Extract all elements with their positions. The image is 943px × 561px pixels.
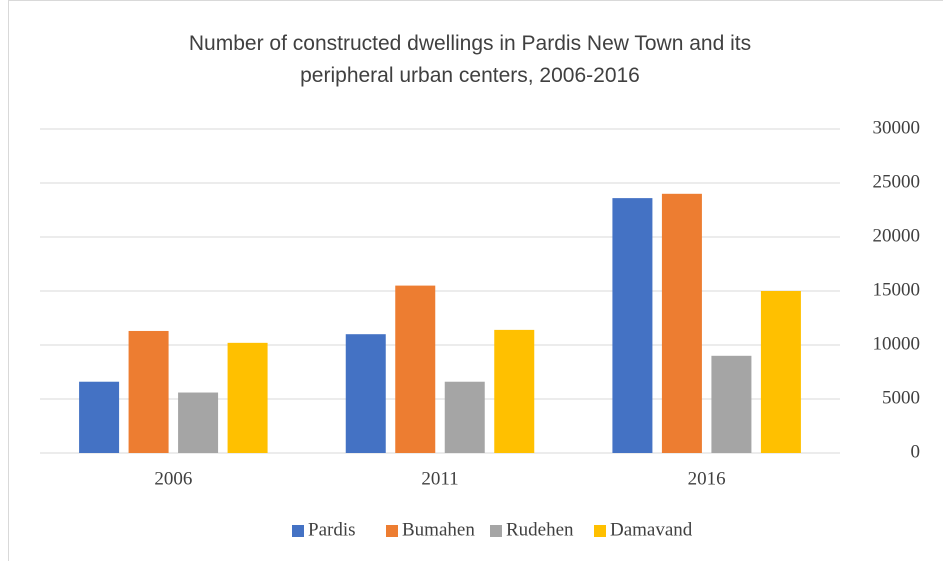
legend-swatch bbox=[292, 525, 304, 537]
bar bbox=[79, 381, 120, 453]
x-tick-label: 2011 bbox=[421, 468, 458, 489]
legend-label: Pardis bbox=[308, 519, 356, 540]
bar bbox=[661, 193, 702, 454]
bar bbox=[444, 381, 485, 453]
y-tick-label: 30000 bbox=[873, 117, 921, 138]
bar bbox=[494, 329, 535, 453]
y-tick-label: 10000 bbox=[873, 333, 921, 354]
legend-swatch bbox=[490, 525, 502, 537]
y-tick-label: 15000 bbox=[873, 279, 921, 300]
legend-label: Damavand bbox=[610, 519, 693, 540]
legend-label: Bumahen bbox=[402, 519, 475, 540]
bar bbox=[760, 291, 801, 453]
bar bbox=[612, 198, 653, 453]
bar bbox=[178, 392, 219, 453]
bar bbox=[395, 285, 436, 453]
y-tick-label: 0 bbox=[911, 441, 921, 462]
y-tick-label: 5000 bbox=[882, 387, 920, 408]
x-tick-label: 2016 bbox=[688, 468, 726, 489]
x-tick-label: 2006 bbox=[154, 468, 192, 489]
bar bbox=[345, 334, 386, 453]
bar bbox=[227, 342, 268, 453]
y-tick-label: 20000 bbox=[873, 225, 921, 246]
legend-label: Rudehen bbox=[506, 519, 574, 540]
legend-swatch bbox=[594, 525, 606, 537]
y-tick-label: 25000 bbox=[873, 171, 921, 192]
bar bbox=[711, 355, 752, 453]
bar bbox=[128, 330, 169, 453]
legend-swatch bbox=[386, 525, 398, 537]
chart-border bbox=[8, 0, 943, 561]
chart-title: Number of constructed dwellings in Pardi… bbox=[188, 32, 752, 87]
